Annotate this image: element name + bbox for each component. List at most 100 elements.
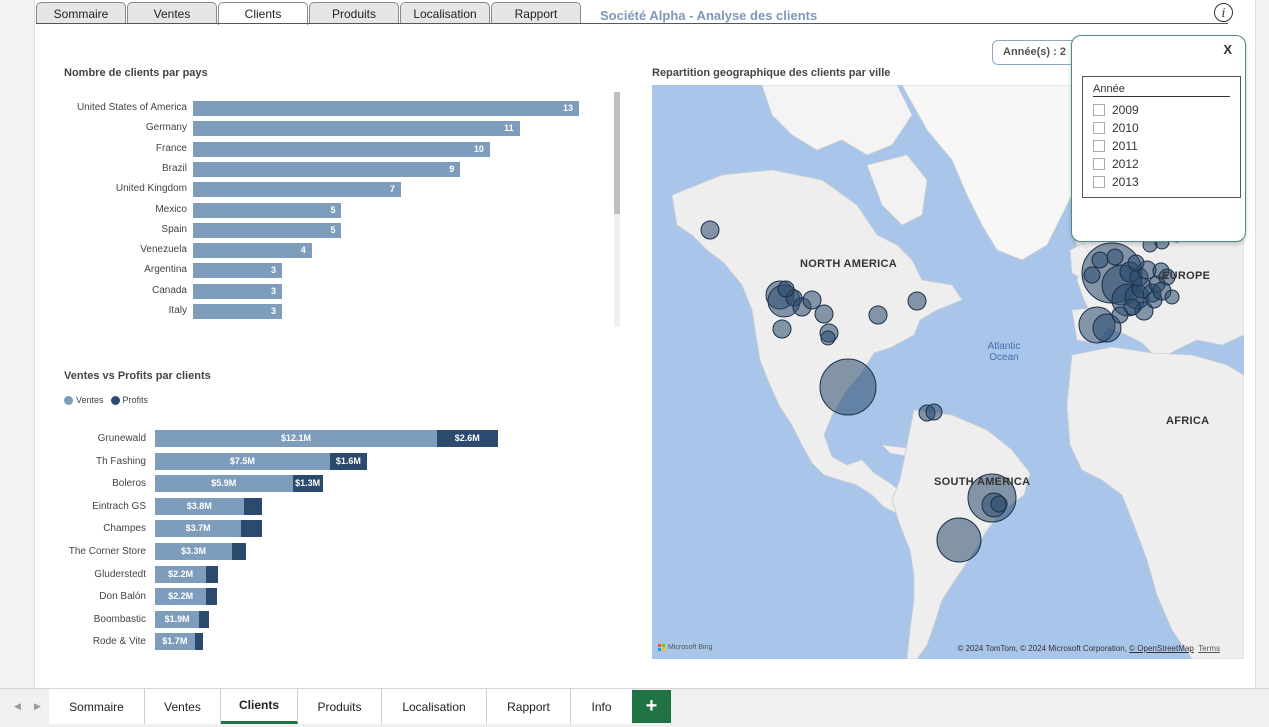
chart1-bar[interactable]: 10 bbox=[193, 141, 490, 157]
chart2-profit-bar[interactable] bbox=[206, 588, 217, 606]
legend-label-profits: Profits bbox=[122, 395, 149, 405]
chart1-bar[interactable]: 3 bbox=[193, 283, 283, 299]
year-filter-popup: X Année 2009 2010 2011 2012 2013 bbox=[1071, 35, 1246, 242]
city-bubble[interactable] bbox=[777, 280, 795, 298]
checkbox-icon[interactable] bbox=[1093, 104, 1105, 116]
city-bubble[interactable] bbox=[1127, 254, 1145, 272]
chart1-bar[interactable]: 3 bbox=[193, 304, 283, 319]
chart2-profit-bar[interactable] bbox=[241, 520, 263, 538]
chart2-sales-bar[interactable]: $3.7M bbox=[155, 520, 242, 538]
top-tab-rapport[interactable]: Rapport bbox=[491, 2, 581, 24]
city-bubble[interactable] bbox=[1111, 306, 1129, 324]
chart2-profit-bar[interactable] bbox=[199, 610, 209, 628]
top-tab-ventes[interactable]: Ventes bbox=[127, 2, 217, 24]
year-chip-label: Année(s) : bbox=[1003, 46, 1057, 58]
city-bubble[interactable] bbox=[700, 220, 720, 240]
top-tab-produits[interactable]: Produits bbox=[309, 2, 399, 24]
info-icon[interactable]: i bbox=[1214, 3, 1233, 22]
chart2-sales-bar[interactable]: $3.8M bbox=[155, 497, 244, 515]
bing-logo: Microsoft Bing bbox=[657, 643, 712, 651]
chart2-row: Th Fashing $7.5M $1.6M bbox=[60, 452, 580, 470]
chart1-scrollbar[interactable] bbox=[614, 92, 620, 327]
chart2-sales-bar[interactable]: $5.9M bbox=[155, 475, 293, 493]
chart2-category-label: Boleros bbox=[112, 478, 146, 490]
top-tab-clients[interactable]: Clients bbox=[218, 2, 308, 25]
add-sheet-button[interactable]: + bbox=[632, 690, 671, 723]
chart2-profit-bar[interactable]: $1.3M bbox=[292, 475, 323, 493]
chart1-bar[interactable]: 13 bbox=[193, 101, 579, 116]
prev-sheet-icon[interactable]: ◀ bbox=[14, 701, 21, 711]
chart1-value-label: 5 bbox=[330, 204, 336, 215]
chart2-profit-bar[interactable] bbox=[206, 565, 218, 583]
chart2-profit-bar[interactable]: $2.6M bbox=[437, 430, 498, 447]
city-bubble[interactable] bbox=[990, 495, 1008, 513]
chart2-sales-bar[interactable]: $2.2M bbox=[155, 565, 207, 583]
chart1-bar[interactable]: 3 bbox=[193, 263, 283, 279]
top-tab-sommaire[interactable]: Sommaire bbox=[36, 2, 126, 24]
city-bubble[interactable] bbox=[1083, 266, 1101, 284]
city-bubble[interactable] bbox=[820, 330, 836, 346]
chart2-title: Ventes vs Profits par clients bbox=[64, 370, 211, 382]
city-bubble[interactable] bbox=[819, 358, 877, 416]
checkbox-icon[interactable] bbox=[1093, 140, 1105, 152]
chart2-sales-bar[interactable]: $1.9M bbox=[155, 610, 200, 628]
city-bubble[interactable] bbox=[1091, 251, 1109, 269]
chart2-profit-bar[interactable] bbox=[231, 543, 246, 560]
next-sheet-icon[interactable]: ▶ bbox=[34, 701, 41, 711]
chart1-bar[interactable]: 11 bbox=[193, 121, 520, 137]
city-bubble[interactable] bbox=[936, 517, 982, 563]
chart1-value-label: 3 bbox=[271, 265, 277, 276]
city-bubble[interactable] bbox=[1123, 298, 1141, 316]
year-option-2010[interactable]: 2010 bbox=[1093, 119, 1230, 137]
checkbox-icon[interactable] bbox=[1093, 122, 1105, 134]
sheet-tab-sommaire[interactable]: Sommaire bbox=[49, 689, 145, 724]
chart1-bar[interactable]: 4 bbox=[193, 243, 312, 259]
map-title: Repartition geographique des clients par… bbox=[652, 67, 891, 79]
top-tab-localisation[interactable]: Localisation bbox=[400, 2, 490, 24]
sheet-tab-ventes[interactable]: Ventes bbox=[145, 689, 221, 724]
sheet-tab-clients[interactable]: Clients bbox=[221, 689, 298, 724]
terms-link[interactable]: Terms bbox=[1198, 644, 1220, 653]
label-europe: EUROPE bbox=[1162, 270, 1211, 282]
city-bubble[interactable] bbox=[1106, 248, 1124, 266]
chart1-bar[interactable]: 7 bbox=[193, 182, 401, 198]
chart1-bar[interactable]: 5 bbox=[193, 222, 342, 238]
sheet-tab-info[interactable]: Info bbox=[571, 689, 633, 724]
year-option-2009[interactable]: 2009 bbox=[1093, 101, 1230, 119]
chart2-sales-bar[interactable]: $3.3M bbox=[155, 543, 232, 560]
checkbox-icon[interactable] bbox=[1093, 176, 1105, 188]
chart2-profit-bar[interactable]: $1.6M bbox=[329, 452, 368, 470]
city-bubble[interactable] bbox=[925, 403, 943, 421]
chart1-category-label: Argentina bbox=[144, 264, 187, 276]
chart1-category-label: Mexico bbox=[155, 203, 187, 215]
city-bubble[interactable] bbox=[772, 319, 792, 339]
city-bubble[interactable] bbox=[868, 305, 888, 325]
year-option-2013[interactable]: 2013 bbox=[1093, 173, 1230, 191]
chart2-sales-bar[interactable]: $2.2M bbox=[155, 588, 207, 606]
chart2-sales-bar[interactable]: $1.7M bbox=[155, 633, 195, 651]
checkbox-icon[interactable] bbox=[1093, 158, 1105, 170]
close-icon[interactable]: X bbox=[1223, 42, 1232, 57]
year-option-label: 2010 bbox=[1112, 121, 1139, 135]
chart2-row: Rode & Vite $1.7M bbox=[60, 633, 580, 651]
city-bubble[interactable] bbox=[814, 304, 834, 324]
chart2-profit-bar[interactable] bbox=[243, 497, 263, 515]
city-bubble[interactable] bbox=[1164, 289, 1180, 305]
city-bubble[interactable] bbox=[802, 290, 822, 310]
chart2-sales-bar[interactable]: $7.5M bbox=[155, 452, 330, 470]
chart2-profit-bar[interactable] bbox=[194, 633, 203, 651]
city-bubble[interactable] bbox=[907, 291, 927, 311]
chart2-sales-bar[interactable]: $12.1M bbox=[155, 430, 437, 447]
sheet-tab-localisation[interactable]: Localisation bbox=[382, 689, 487, 724]
sheet-tab-rapport[interactable]: Rapport bbox=[487, 689, 571, 724]
year-option-2011[interactable]: 2011 bbox=[1093, 137, 1230, 155]
chart1-bar[interactable]: 9 bbox=[193, 161, 461, 177]
chart2-row: The Corner Store $3.3M bbox=[60, 543, 580, 560]
chart1-bar[interactable]: 5 bbox=[193, 202, 342, 218]
chart1-scroll-thumb[interactable] bbox=[614, 92, 620, 214]
chart1-row: Italy 3 bbox=[60, 304, 600, 319]
year-option-2012[interactable]: 2012 bbox=[1093, 155, 1230, 173]
osm-link[interactable]: © OpenStreetMap bbox=[1129, 644, 1194, 653]
sheet-tab-produits[interactable]: Produits bbox=[298, 689, 382, 724]
city-bubble-map[interactable]: NORTH AMERICA SOUTH AMERICA EUROPE AFRIC… bbox=[652, 85, 1244, 659]
